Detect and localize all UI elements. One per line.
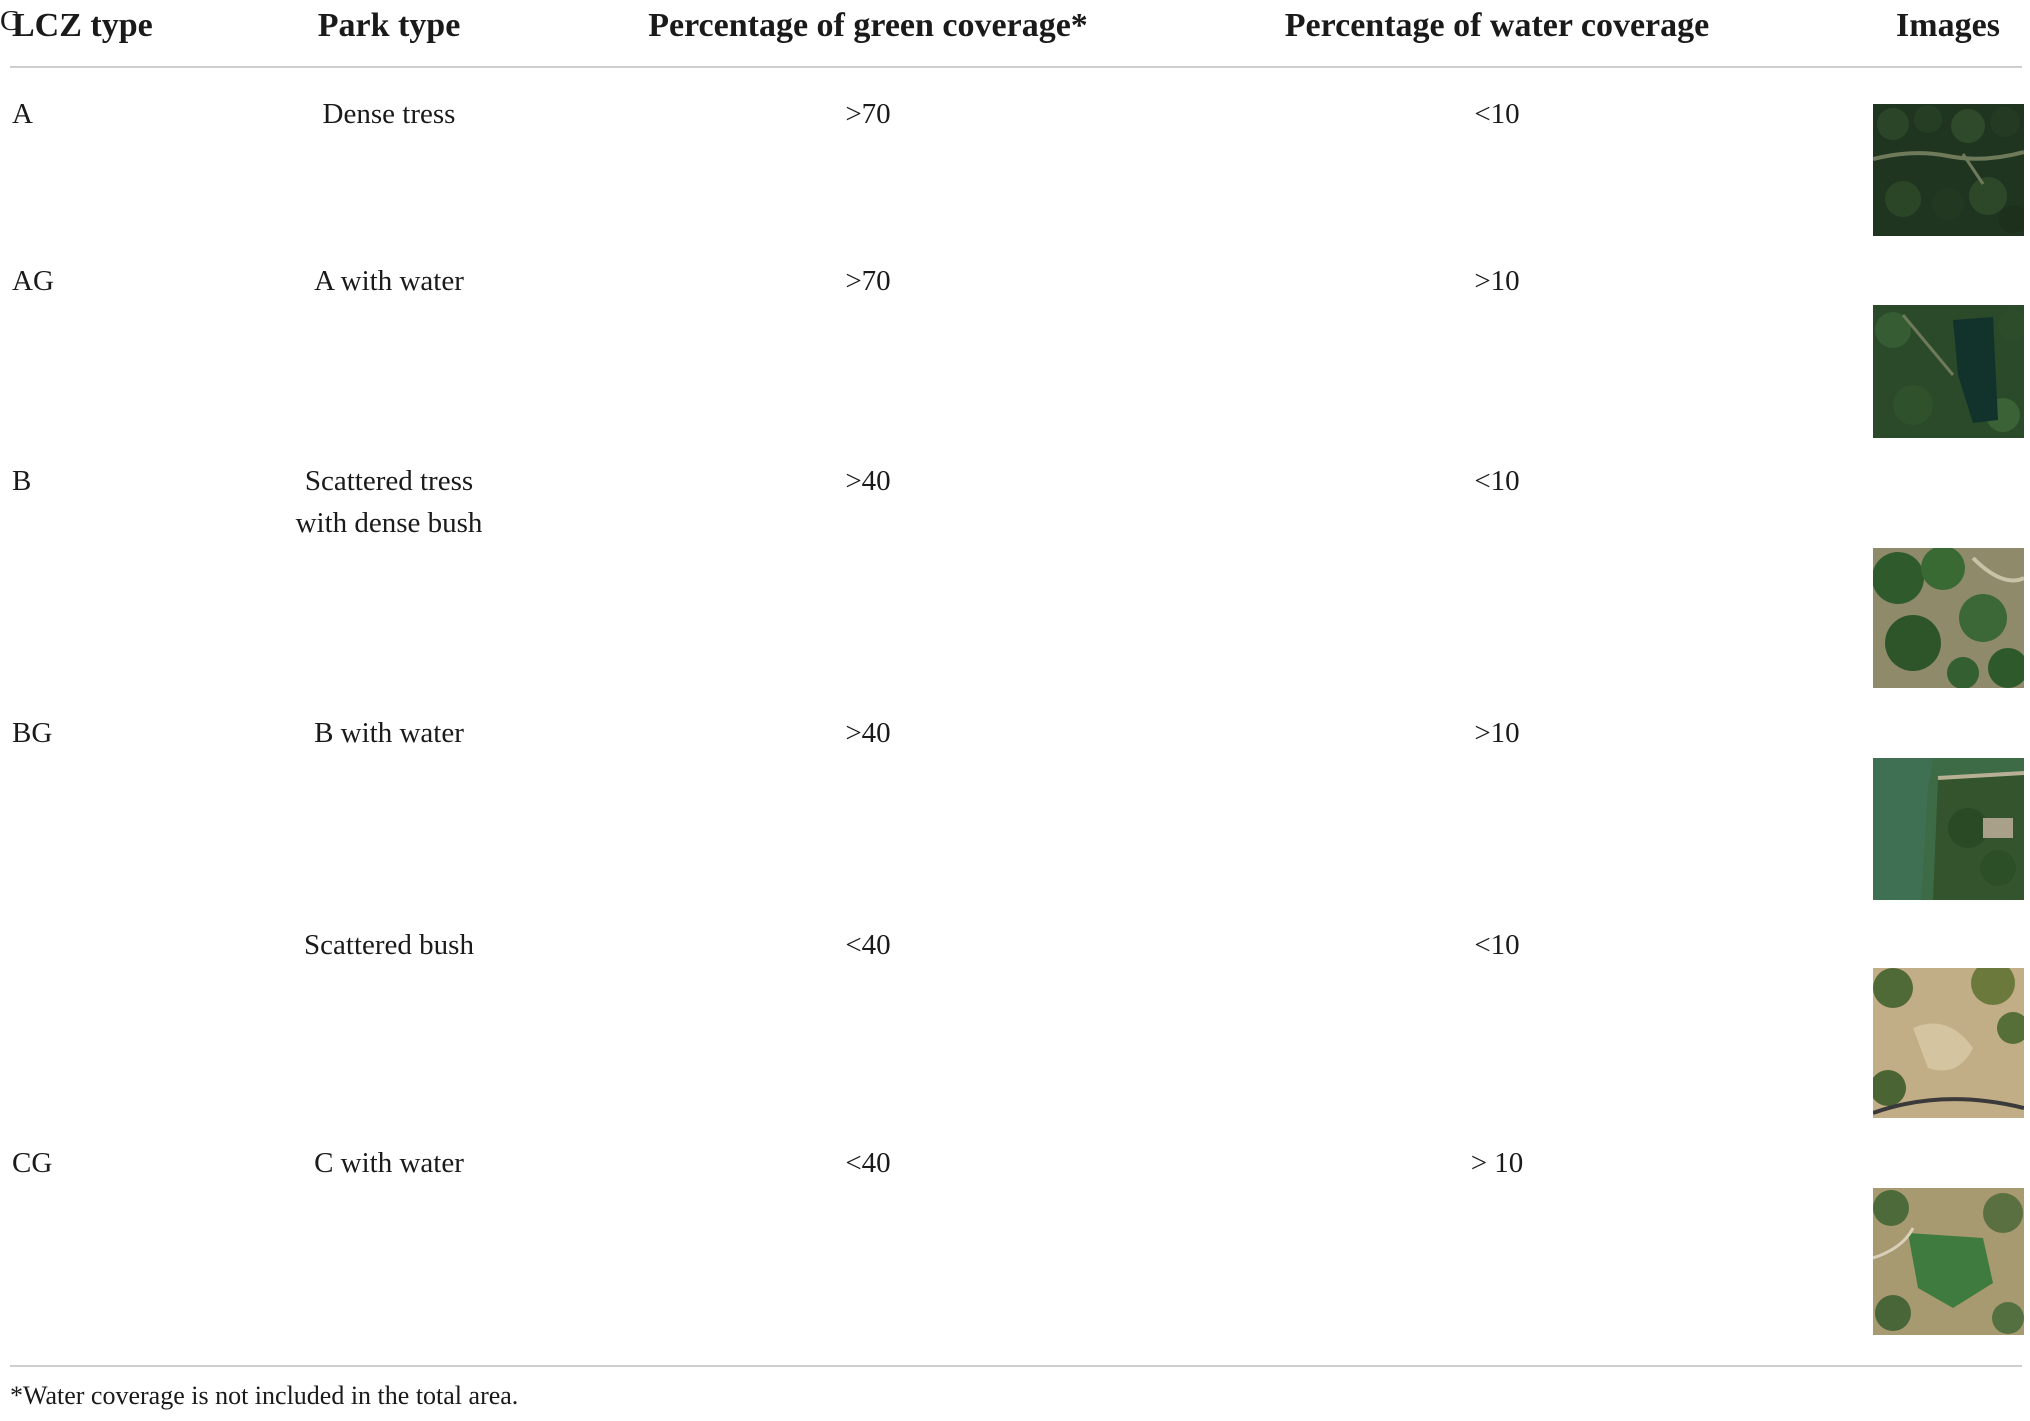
cell-park-bg: B with water xyxy=(314,717,464,749)
cell-green-ag: >70 xyxy=(845,265,891,297)
cell-green-c: <40 xyxy=(845,929,891,961)
cell-park-b-line1: Scattered tress xyxy=(304,465,474,497)
cell-water-a: <10 xyxy=(1474,98,1520,130)
aerial-image-b xyxy=(1873,548,2024,688)
cell-green-bg: >40 xyxy=(845,717,891,749)
cell-water-ag: >10 xyxy=(1474,265,1520,297)
aerial-image-cg xyxy=(1873,1188,2024,1335)
cell-lcz-cg: CG xyxy=(12,1147,53,1179)
header-water-coverage: Percentage of water coverage xyxy=(1284,7,1710,44)
cell-lcz-a: A xyxy=(12,98,33,130)
header-lcz-type: LCZ type xyxy=(12,7,153,44)
aerial-image-a xyxy=(1873,104,2024,236)
table-footnote: *Water coverage is not included in the t… xyxy=(10,1381,519,1410)
cell-water-bg: >10 xyxy=(1474,717,1520,749)
cell-park-ag: A with water xyxy=(314,265,464,297)
cell-lcz-ag: AG xyxy=(12,265,54,297)
cell-lcz-bg: BG xyxy=(12,717,53,749)
aerial-image-ag xyxy=(1873,305,2024,438)
aerial-image-bg xyxy=(1873,758,2024,900)
cell-lcz-c: C xyxy=(0,5,20,37)
cell-park-cg: C with water xyxy=(314,1147,464,1179)
cell-park-c: Scattered bush xyxy=(304,929,474,961)
header-rule xyxy=(10,66,2022,68)
header-park-type: Park type xyxy=(317,7,461,44)
cell-water-cg: > 10 xyxy=(1470,1147,1524,1179)
cell-water-c: <10 xyxy=(1474,929,1520,961)
cell-park-b-line2: with dense bush xyxy=(295,507,483,539)
cell-green-b: >40 xyxy=(845,465,891,497)
cell-green-cg: <40 xyxy=(845,1147,891,1179)
cell-green-a: >70 xyxy=(845,98,891,130)
aerial-image-c xyxy=(1873,968,2024,1118)
header-images: Images xyxy=(1896,7,2000,44)
cell-park-a: Dense tress xyxy=(322,98,456,130)
footer-rule xyxy=(10,1365,2022,1367)
cell-water-b: <10 xyxy=(1474,465,1520,497)
header-green-coverage: Percentage of green coverage* xyxy=(648,7,1088,44)
cell-lcz-b: B xyxy=(12,465,32,497)
